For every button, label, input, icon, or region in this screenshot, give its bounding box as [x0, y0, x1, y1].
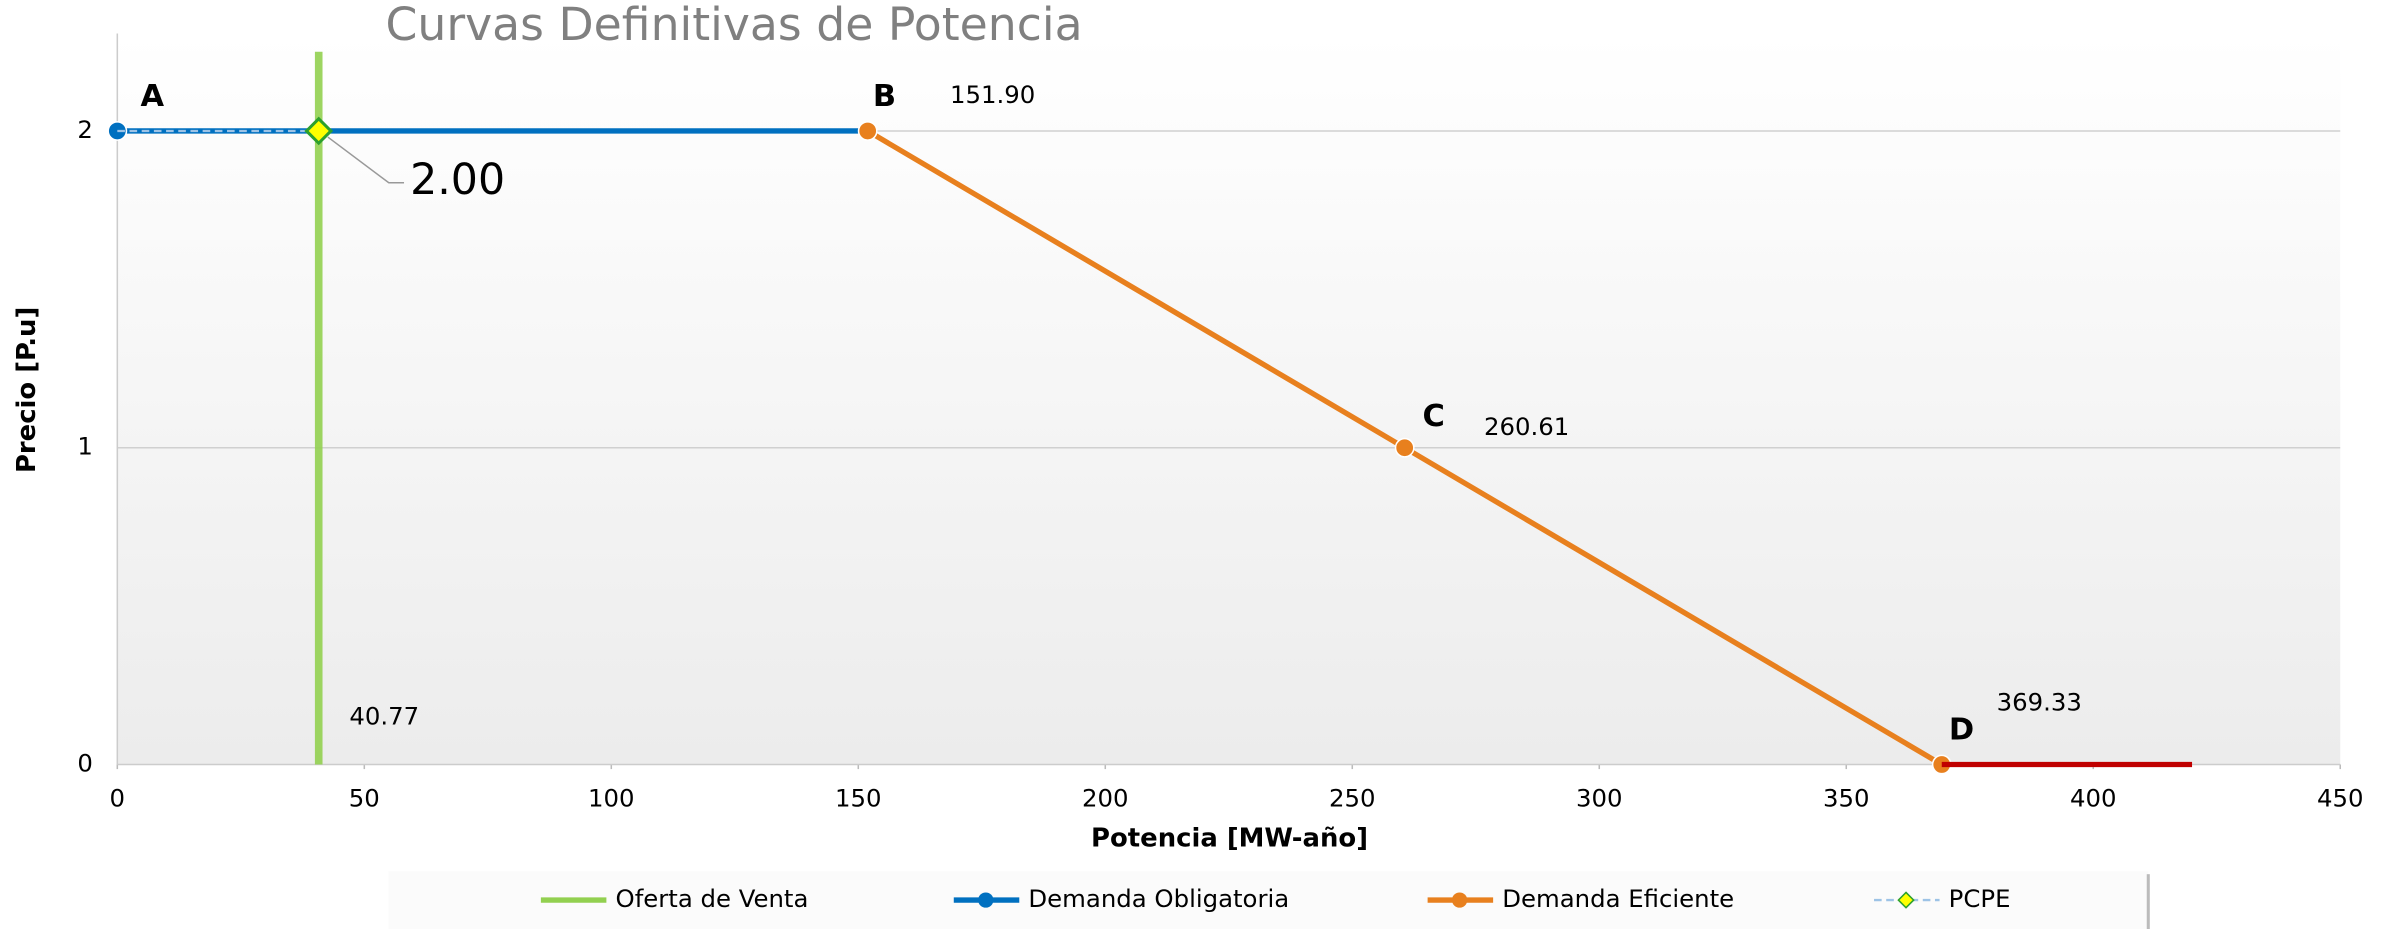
- x-tick-label: 400: [2070, 784, 2117, 813]
- x-tick-label: 300: [1576, 784, 1623, 813]
- x-tick-label: 350: [1823, 784, 1870, 813]
- legend-label: Oferta de Venta: [616, 884, 809, 913]
- x-tick-label: 200: [1082, 784, 1129, 813]
- legend-label: PCPE: [1949, 884, 2011, 913]
- x-tick-label: 450: [2317, 784, 2364, 813]
- legend-box: [388, 871, 2149, 929]
- pcpe-marker: [304, 116, 334, 146]
- y-tick-label: 1: [77, 432, 93, 461]
- leader-line: [327, 136, 405, 184]
- data-label: 151.90: [950, 80, 1035, 109]
- x-tick-label: 150: [835, 784, 882, 813]
- data-label: 2.00: [410, 155, 505, 205]
- legend-marker: [1451, 892, 1468, 908]
- point: [857, 121, 878, 141]
- x-tick-label: 100: [588, 784, 635, 813]
- legend-label: Demanda Eficiente: [1502, 884, 1734, 913]
- y-tick-label: 2: [77, 115, 93, 144]
- point-label: D: [1949, 713, 1974, 748]
- data-label: 260.61: [1484, 412, 1569, 441]
- legend-marker: [978, 892, 994, 908]
- point-label: A: [141, 79, 165, 114]
- point: [1394, 437, 1415, 458]
- y-tick-label: 0: [77, 749, 93, 778]
- plot-area: [117, 33, 2341, 765]
- x-tick-label: 250: [1329, 784, 1376, 813]
- point-label: C: [1422, 399, 1444, 434]
- data-label: 369.33: [1997, 688, 2082, 717]
- chart-title: Curvas Definitivas de Potencia: [385, 0, 1082, 51]
- data-label: 40.77: [349, 701, 419, 730]
- point-label: B: [873, 79, 896, 114]
- legend-marker: [1897, 891, 1915, 909]
- y-axis-label: Precio [P.u]: [12, 307, 42, 473]
- x-tick-label: 0: [110, 784, 126, 813]
- x-axis-label: Potencia [MW-año]: [1091, 824, 1368, 854]
- legend-label: Demanda Obligatoria: [1028, 884, 1289, 913]
- x-tick-label: 50: [349, 784, 380, 813]
